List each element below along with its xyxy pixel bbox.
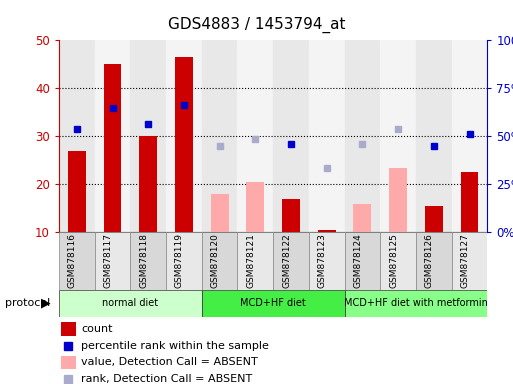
Text: GSM878121: GSM878121 [246, 233, 255, 288]
Bar [345, 290, 487, 317]
Bar [416, 40, 451, 232]
Text: GSM878120: GSM878120 [211, 233, 220, 288]
Bar [380, 40, 416, 232]
Text: value, Detection Call = ABSENT: value, Detection Call = ABSENT [81, 358, 258, 367]
Bar [461, 172, 479, 232]
Bar [95, 232, 130, 290]
Bar [238, 40, 273, 232]
Text: normal diet: normal diet [102, 298, 159, 308]
Bar [246, 182, 264, 232]
Text: count: count [81, 324, 112, 334]
Bar [95, 40, 130, 232]
Bar [166, 232, 202, 290]
Bar [166, 40, 202, 232]
Bar [416, 232, 451, 290]
Bar [104, 64, 122, 232]
Text: GSM878116: GSM878116 [68, 233, 77, 288]
Text: GSM878117: GSM878117 [104, 233, 112, 288]
Bar [130, 40, 166, 232]
Bar [309, 232, 345, 290]
Bar [202, 232, 238, 290]
Bar [202, 290, 345, 317]
Text: GSM878126: GSM878126 [425, 233, 434, 288]
Bar [345, 232, 380, 290]
Text: GSM878124: GSM878124 [353, 233, 362, 288]
Text: GSM878122: GSM878122 [282, 233, 291, 288]
Text: rank, Detection Call = ABSENT: rank, Detection Call = ABSENT [81, 374, 252, 384]
Bar [175, 57, 193, 232]
Text: percentile rank within the sample: percentile rank within the sample [81, 341, 269, 351]
Bar [68, 151, 86, 232]
Text: protocol: protocol [5, 298, 50, 308]
Bar [425, 206, 443, 232]
Bar [130, 232, 166, 290]
Bar [318, 230, 336, 232]
Bar [451, 40, 487, 232]
Bar [309, 40, 345, 232]
Bar [61, 356, 76, 369]
Bar [59, 290, 202, 317]
Text: GSM878127: GSM878127 [461, 233, 469, 288]
Bar [61, 322, 76, 336]
Text: ▶: ▶ [41, 297, 50, 310]
Bar [202, 40, 238, 232]
Bar [211, 194, 229, 232]
Bar [273, 232, 309, 290]
Bar [140, 136, 157, 232]
Bar [59, 232, 95, 290]
Bar [345, 40, 380, 232]
Bar [273, 40, 309, 232]
Bar [238, 232, 273, 290]
Bar [353, 204, 371, 232]
Bar [59, 40, 95, 232]
Text: MCD+HF diet: MCD+HF diet [240, 298, 306, 308]
Text: GSM878118: GSM878118 [139, 233, 148, 288]
Text: MCD+HF diet with metformin: MCD+HF diet with metformin [344, 298, 488, 308]
Bar [380, 232, 416, 290]
Text: GDS4883 / 1453794_at: GDS4883 / 1453794_at [168, 17, 345, 33]
Text: GSM878119: GSM878119 [175, 233, 184, 288]
Bar [389, 167, 407, 232]
Bar [451, 232, 487, 290]
Text: GSM878123: GSM878123 [318, 233, 327, 288]
Text: GSM878125: GSM878125 [389, 233, 398, 288]
Bar [282, 199, 300, 232]
